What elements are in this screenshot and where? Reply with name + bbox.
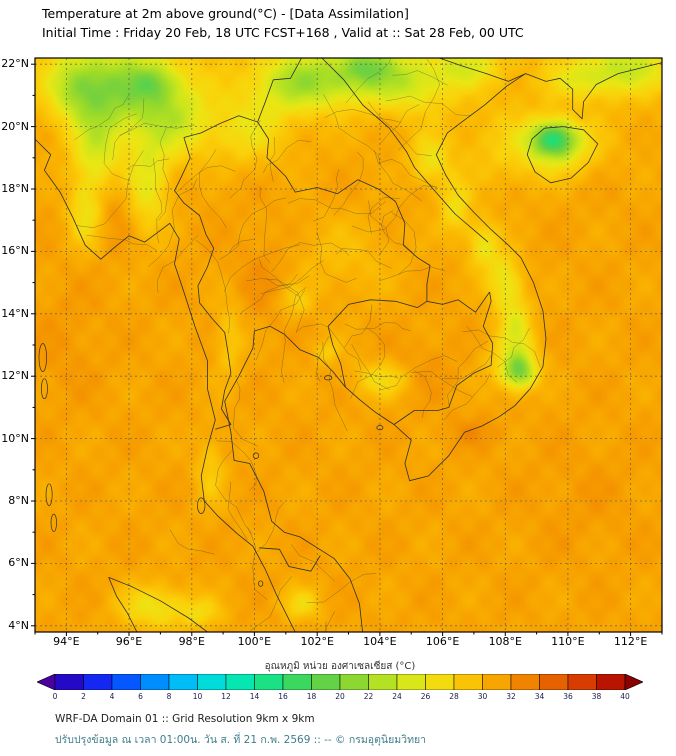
- colorbar-tick-label: 14: [249, 692, 260, 701]
- y-tick-label: 12°N: [1, 369, 29, 383]
- footer-update-info: ปรับปรุงข้อมูล ณ เวลา 01:00น. วัน ส. ที่…: [55, 734, 427, 746]
- y-tick-label: 20°N: [1, 119, 29, 133]
- y-tick-label: 6°N: [8, 556, 29, 570]
- y-tick-label: 18°N: [1, 182, 29, 195]
- x-tick-label: 94°E: [53, 635, 80, 648]
- x-tick-label: 110°E: [551, 635, 585, 648]
- colorbar-tick-label: 2: [81, 692, 86, 701]
- colorbar-tick-label: 32: [506, 692, 516, 701]
- colorbar-tick-label: 0: [52, 692, 58, 701]
- y-axis-labels: 4°N 6°N 8°N 10°N 12°N 14°N 16°N 18°N 20°N 22°N: [0, 57, 32, 632]
- y-tick-label: 10°N: [1, 431, 29, 445]
- map-subtitle: Initial Time : Friday 20 Feb, 18 UTC FCS…: [42, 25, 524, 40]
- y-tick-label: 14°N: [1, 306, 29, 320]
- colorbar-tick-label: 34: [534, 692, 545, 701]
- y-tick-label: 22°N: [1, 57, 29, 71]
- colorbar-tick-label: 24: [392, 692, 402, 701]
- footer-domain-info: WRF-DA Domain 01 :: Grid Resolution 9km …: [55, 713, 315, 725]
- colorbar-tick-label: 38: [591, 692, 602, 701]
- x-axis-labels: 94°E 96°E 98°E 100°E 102°E 104°E 106°E 108°E 110…: [35, 635, 662, 649]
- colorbar-title: อุณหภูมิ หน่วย องศาเซลเซียส (°C): [264, 661, 416, 672]
- x-tick-label: 98°E: [178, 635, 206, 648]
- x-tick-label: 112°E: [613, 635, 648, 648]
- x-tick-label: 106°E: [425, 635, 460, 648]
- x-tick-label: 96°E: [115, 635, 143, 648]
- colorbar-tick-label: 4: [109, 692, 115, 701]
- y-tick-label: 8°N: [8, 494, 29, 507]
- y-tick-label: 4°N: [8, 618, 29, 632]
- colorbar-tick-label: 20: [335, 692, 345, 701]
- colorbar-tick-label: 18: [306, 692, 317, 701]
- x-tick-label: 102°E: [300, 635, 334, 648]
- colorbar-tick-label: 28: [449, 692, 459, 701]
- y-tick-label: 16°N: [1, 244, 29, 258]
- colorbar-tick-label: 6: [138, 692, 143, 701]
- colorbar-tick-labels: 0 2 4 6 8 10 12 14 16 18 20 22 24 26 28 30 32 34 36 38 40: [37, 692, 643, 702]
- colorbar-tick-label: 8: [166, 692, 172, 701]
- colorbar-tick-label: 22: [363, 692, 374, 701]
- colorbar-tick-label: 10: [192, 692, 203, 701]
- colorbar-tick-label: 26: [420, 692, 431, 701]
- x-tick-label: 100°E: [237, 635, 272, 648]
- colorbar-tick-label: 16: [278, 692, 288, 701]
- x-tick-label: 104°E: [363, 635, 397, 648]
- colorbar-tick-label: 36: [563, 692, 573, 701]
- temperature-field-canvas: [35, 58, 662, 632]
- colorbar-tick-label: 30: [477, 692, 488, 701]
- colorbar-tick-label: 40: [620, 692, 630, 701]
- colorbar: [37, 674, 643, 690]
- x-tick-label: 108°E: [488, 635, 523, 648]
- map-title: Temperature at 2m above ground(°C) - [Da…: [42, 6, 409, 21]
- colorbar-tick-label: 12: [221, 692, 231, 701]
